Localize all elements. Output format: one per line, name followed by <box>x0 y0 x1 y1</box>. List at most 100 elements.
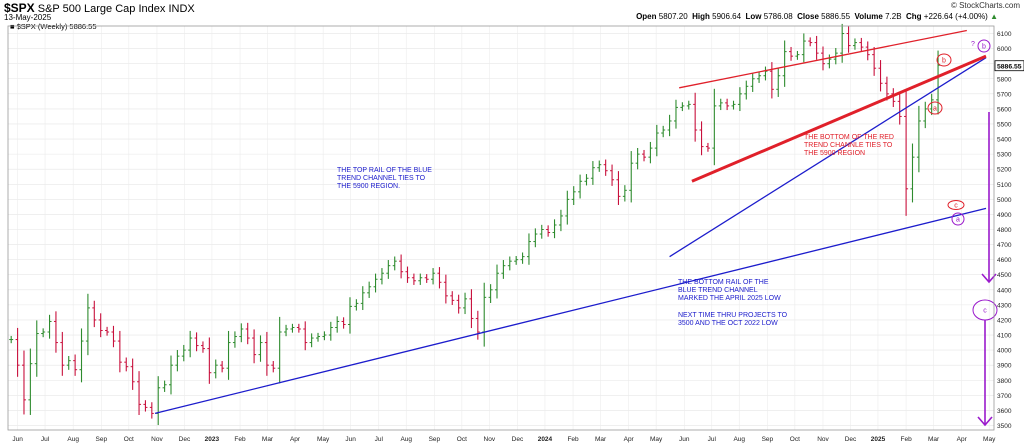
ohlc-bar <box>277 316 282 384</box>
ohlc-bar <box>200 341 205 353</box>
x-tick-label: Nov <box>151 436 163 443</box>
x-tick-label: 2024 <box>538 436 553 443</box>
ohlc-bar <box>827 54 832 69</box>
y-tick-label: 5100 <box>997 182 1012 189</box>
close-value: 5886.55 <box>821 12 851 21</box>
ohlc-bar <box>904 89 909 216</box>
x-tick-label: 2025 <box>871 436 886 443</box>
x-tick-label: Dec <box>512 436 524 443</box>
ohlc-bar <box>28 348 33 415</box>
ohlc-bar <box>776 68 781 97</box>
y-tick-label: 4000 <box>997 348 1012 355</box>
ohlc-bar <box>271 361 276 373</box>
ohlc-bar <box>252 329 257 364</box>
ohlc-bar <box>98 313 103 338</box>
y-tick-label: 4200 <box>997 317 1012 324</box>
ohlc-bar <box>514 255 519 265</box>
y-tick-label: 6000 <box>997 46 1012 53</box>
ohlc-bar <box>354 299 359 311</box>
ohlc-bar <box>92 300 97 328</box>
ohlc-bar <box>578 174 583 199</box>
ohlc-bar <box>130 358 135 390</box>
x-tick-label: Aug <box>400 436 412 443</box>
ohlc-bar <box>450 291 455 306</box>
wave-c-circle <box>947 200 965 210</box>
x-tick-label: 2023 <box>205 436 220 443</box>
x-tick-label: Oct <box>790 436 800 443</box>
ohlc-bar <box>226 330 231 380</box>
question-mark: ? <box>971 41 975 48</box>
y-tick-label: 5700 <box>997 91 1012 98</box>
y-tick-label: 5400 <box>997 137 1012 144</box>
ohlc-bar <box>21 350 26 415</box>
chart-date: 13-May-2025 <box>4 13 52 22</box>
ohlc-bar <box>47 314 52 339</box>
ohlc-bar <box>405 266 410 283</box>
wave-a-circle <box>927 101 943 115</box>
note-top-rail: THE TOP RAIL OF THE BLUE TREND CHANNEL T… <box>337 167 432 190</box>
y-tick-label: 5000 <box>997 197 1012 204</box>
ohlc-bar <box>316 332 321 342</box>
ohlc-bar <box>264 331 269 376</box>
x-tick-label: Feb <box>234 436 246 443</box>
ohlc-bar <box>309 333 314 348</box>
ohlc-bar <box>693 92 698 142</box>
x-tick-label: Jul <box>375 436 384 443</box>
x-tick-label: Sep <box>429 436 441 443</box>
x-tick-label: Jun <box>12 436 23 443</box>
wave-b-label: b <box>942 58 946 65</box>
high-value: 5906.64 <box>712 12 742 21</box>
ohlc-bar <box>757 71 762 83</box>
ohlc-bar <box>482 282 487 347</box>
ohlc-bar <box>571 186 576 206</box>
ohlc-bar <box>181 344 186 362</box>
x-tick-label: Mar <box>262 436 274 443</box>
ohlc-bar <box>463 292 468 315</box>
trendlines-layer <box>154 29 987 415</box>
ohlc-bars-layer <box>9 23 941 426</box>
wave-c-label: c <box>954 203 958 210</box>
x-tick-label: Mar <box>928 436 940 443</box>
ohlc-bar <box>910 143 915 203</box>
ohlc-bar <box>469 289 474 329</box>
ohlc-bar <box>437 267 442 289</box>
red-top-rail <box>679 29 967 89</box>
ohlc-bar <box>731 100 736 110</box>
ohlc-bar <box>443 274 448 304</box>
ohlc-bar <box>814 35 819 60</box>
ohlc-bar <box>680 102 685 112</box>
ohlc-bar <box>916 105 921 173</box>
ohlc-bar <box>923 101 928 129</box>
ohlc-bar <box>859 37 864 52</box>
ohlc-bar <box>533 228 538 248</box>
blue-bottom-rail <box>154 207 987 415</box>
ohlc-bar <box>546 225 551 237</box>
x-tick-label: May <box>317 436 330 443</box>
ohlc-bar <box>667 114 672 137</box>
ohlc-bar <box>897 93 902 125</box>
x-tick-label: Nov <box>817 436 829 443</box>
ohlc-bar <box>360 286 365 311</box>
x-tick-label: May <box>983 436 996 443</box>
ohlc-bar <box>245 322 250 345</box>
y-tick-label: 3700 <box>997 393 1012 400</box>
x-tick-label: Jul <box>41 436 50 443</box>
ohlc-bar <box>296 323 301 333</box>
ohlc-bar <box>520 252 525 264</box>
ohlc-bar <box>117 330 122 373</box>
ohlc-bar <box>635 147 640 170</box>
y-tick-label: 4900 <box>997 212 1012 219</box>
ohlc-bar <box>769 62 774 99</box>
y-tick-label: 4100 <box>997 333 1012 340</box>
ohlc-bar <box>73 354 78 376</box>
ohlc-bar <box>878 60 883 92</box>
wave-b-circle <box>936 53 952 67</box>
purple-wave-b-circle <box>977 39 991 53</box>
arrow-to-3500-head <box>977 416 993 427</box>
ohlc-bar <box>603 159 608 176</box>
ohlc-bar <box>379 268 384 285</box>
ohlc-bar <box>929 93 934 116</box>
ohlc-bar <box>392 256 397 271</box>
